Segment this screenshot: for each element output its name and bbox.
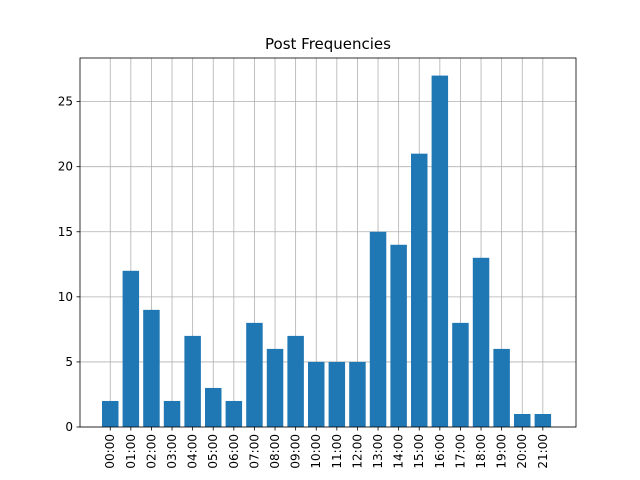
x-tick-label: 10:00 (309, 434, 323, 469)
bar-1100 (328, 361, 346, 427)
bar-0200 (143, 309, 160, 427)
x-tick-label: 16:00 (433, 434, 447, 469)
bar-1200 (349, 361, 366, 427)
bar-0300 (163, 400, 181, 427)
bar-2100 (534, 413, 552, 427)
y-tick-label: 15 (58, 225, 73, 239)
bar-0700 (246, 322, 263, 427)
x-tick-label: 09:00 (289, 434, 303, 469)
x-tick-label: 04:00 (186, 434, 200, 469)
bar-1400 (390, 244, 407, 427)
x-axis: 00:00 01:00 02:00 03:00 04:00 05:00 06:00 07:00… (103, 427, 550, 469)
bar-0400 (184, 335, 201, 427)
x-tick-label: 02:00 (144, 434, 158, 469)
bar-0500 (205, 387, 222, 427)
y-tick-label: 5 (65, 355, 73, 369)
bar-0100 (122, 270, 140, 427)
bar-1900 (493, 348, 510, 427)
chart-title: Post Frequencies (265, 35, 391, 53)
bar-1800 (472, 257, 490, 427)
x-tick-label: 08:00 (268, 434, 282, 469)
bar-0900 (287, 335, 304, 427)
x-tick-label: 05:00 (206, 434, 220, 469)
y-tick-label: 10 (58, 290, 73, 304)
x-tick-label: 01:00 (124, 434, 138, 469)
x-tick-label: 18:00 (474, 434, 488, 469)
x-tick-label: 20:00 (515, 434, 529, 469)
x-tick-label: 17:00 (453, 434, 467, 469)
x-tick-label: 11:00 (330, 434, 344, 469)
x-tick-label: 15:00 (412, 434, 426, 469)
y-axis: 0 5 10 15 20 25 (58, 95, 80, 434)
bar-1600 (431, 75, 449, 428)
bar-1700 (452, 322, 469, 427)
x-tick-label: 00:00 (103, 434, 117, 469)
x-tick-label: 06:00 (227, 434, 241, 469)
x-tick-label: 07:00 (247, 434, 261, 469)
x-tick-label: 12:00 (350, 434, 364, 469)
y-tick-label: 25 (58, 95, 73, 109)
bar-1500 (411, 153, 428, 427)
y-tick-label: 0 (65, 420, 73, 434)
plot-frame (79, 57, 577, 428)
x-tick-label: 21:00 (536, 434, 550, 469)
bar-0600 (225, 400, 243, 427)
bars (102, 75, 552, 428)
y-tick-label: 20 (58, 160, 73, 174)
bar-0000 (102, 400, 119, 427)
bar-0800 (266, 348, 284, 427)
bar-2000 (514, 413, 531, 427)
x-tick-label: 19:00 (495, 434, 509, 469)
x-tick-label: 03:00 (165, 434, 179, 469)
x-tick-label: 14:00 (392, 434, 406, 469)
bar-1000 (308, 361, 325, 427)
bar-1300 (369, 231, 387, 427)
x-tick-label: 13:00 (371, 434, 385, 469)
